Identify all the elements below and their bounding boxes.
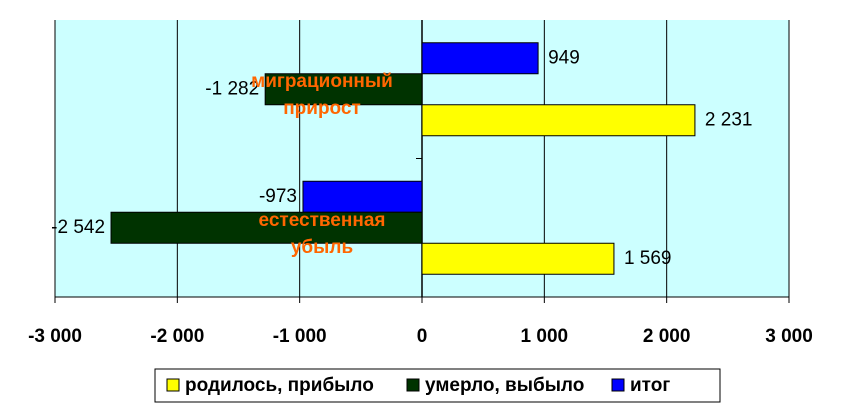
x-tick-label: -2 000 [150,326,204,347]
category-label: естественная убыль [258,209,386,258]
legend-label: родилось, прибыло [185,375,374,396]
data-label: -973 [259,186,297,207]
data-label: 949 [548,47,580,68]
data-label: -2 542 [51,217,105,238]
legend-swatch [166,378,180,392]
legend-label: умерло, выбыло [425,375,584,396]
legend-label: итог [630,375,670,396]
x-tick-label: 1 000 [521,326,569,347]
data-label: 1 569 [624,248,672,269]
bar [421,104,696,137]
legend-swatch [611,378,625,392]
category-label: миграционный прирост [251,71,393,119]
legend-box [154,368,721,403]
legend-swatch [406,378,420,392]
data-label: -1 282 [205,78,259,99]
bar [302,180,423,213]
x-tick-label: 0 [417,326,428,347]
x-tick-label: -3 000 [28,326,82,347]
bar [264,73,423,106]
bar [421,42,539,75]
data-label: 2 231 [705,109,753,130]
bar [110,211,423,244]
bar [421,242,615,275]
x-tick-label: 3 000 [765,326,813,347]
x-tick-label: 2 000 [643,326,691,347]
x-tick-label: -1 000 [273,326,327,347]
